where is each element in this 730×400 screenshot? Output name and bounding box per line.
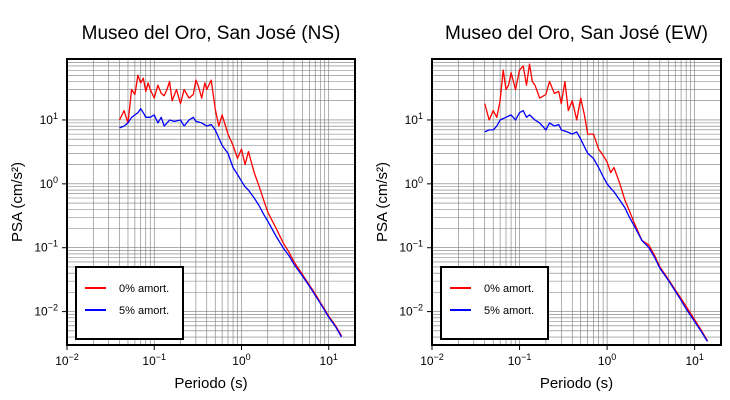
x-tick-label: 10−1 <box>508 352 532 368</box>
y-tick-label: 101 <box>40 111 58 127</box>
series-line-damped <box>484 109 708 342</box>
chart-title: Museo del Oro, San José (EW) <box>445 23 708 44</box>
y-tick-label: 10−2 <box>34 303 58 319</box>
y-tick-label: 10−2 <box>399 303 423 319</box>
legend-box <box>75 266 184 340</box>
series-line-undamped <box>484 63 708 342</box>
series-line-damped <box>119 108 343 338</box>
y-axis-label: PSA (cm/s²) <box>9 162 26 242</box>
y-axis-label: PSA (cm/s²) <box>374 162 391 242</box>
plot-frame <box>431 58 722 346</box>
x-tick-label: 10−2 <box>420 352 444 368</box>
legend: 0% amort. 5% amort. <box>75 266 184 340</box>
x-tick-label: 10−2 <box>55 352 79 368</box>
x-axis-label: Periodo (s) <box>540 375 613 392</box>
legend-label: 5% amort. <box>484 305 534 317</box>
y-tick-label: 101 <box>405 111 423 127</box>
y-tick-label: 10−1 <box>34 239 58 255</box>
chart-panel-0: 10−2 10−1 100 101 10−2 10−1 100 101 Museo del Or… <box>9 23 356 392</box>
chart-title: Museo del Oro, San José (NS) <box>82 23 341 44</box>
y-tick-label: 100 <box>40 175 58 191</box>
legend-box <box>440 266 549 340</box>
series-line-undamped <box>118 74 343 337</box>
legend-label: 0% amort. <box>119 283 169 295</box>
legend: 0% amort. 5% amort. <box>440 266 549 340</box>
legend-label: 5% amort. <box>119 305 169 317</box>
x-tick-label: 100 <box>232 352 250 368</box>
x-tick-label: 100 <box>598 352 616 368</box>
x-tick-label: 101 <box>685 352 703 368</box>
y-tick-label: 100 <box>405 175 423 191</box>
plot-frame <box>66 58 356 346</box>
x-tick-label: 101 <box>320 352 338 368</box>
x-tick-label: 10−1 <box>142 352 166 368</box>
chart-panel-1: 10−2 10−1 100 101 10−2 10−1 100 101 Museo del Or… <box>374 23 722 392</box>
x-axis-label: Periodo (s) <box>174 375 247 392</box>
legend-label: 0% amort. <box>484 283 534 295</box>
y-tick-label: 10−1 <box>399 239 423 255</box>
